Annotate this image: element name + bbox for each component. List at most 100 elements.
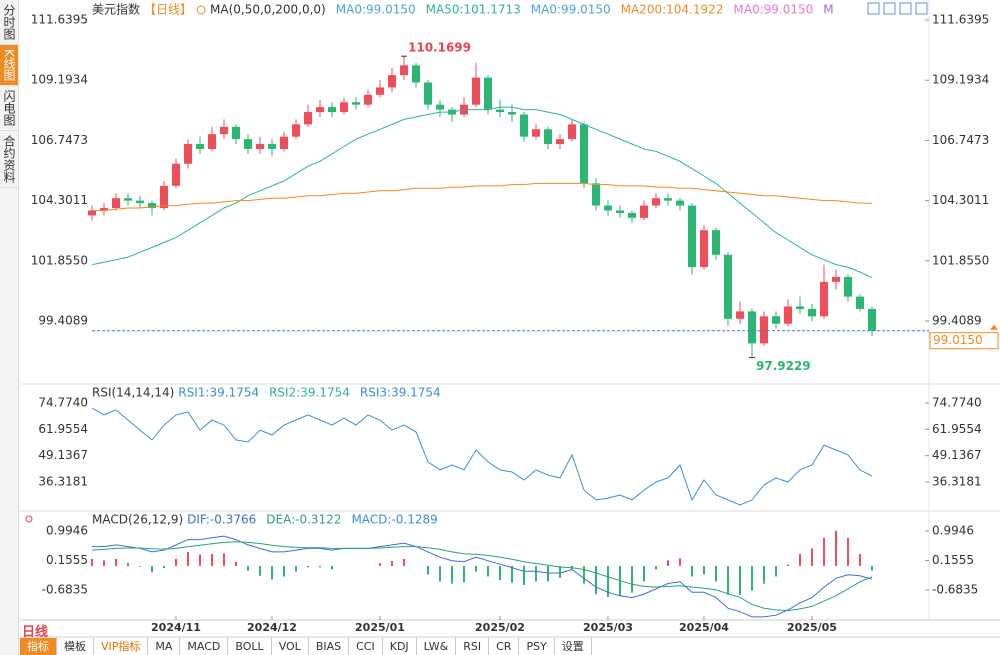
y2-tick-label: 61.9554 — [932, 422, 982, 436]
legend-entry: MA0:99.0150 — [336, 3, 416, 17]
macd-bar — [559, 565, 561, 578]
candle-body — [688, 205, 696, 268]
toolbar-button[interactable]: KDJ — [383, 638, 417, 655]
macd-bar — [127, 563, 129, 566]
y2-tick-label: 109.1934 — [932, 73, 989, 87]
toolbar-button[interactable]: 指标 — [20, 638, 57, 655]
macd-bar — [667, 560, 669, 566]
toolbar-button[interactable]: 设置 — [555, 638, 592, 655]
y-tick-label: 74.7740 — [38, 396, 88, 410]
y-tick-label: 106.7473 — [31, 133, 88, 147]
candle-body — [328, 107, 336, 113]
y-tick-label: 36.3181 — [38, 475, 88, 489]
candle-body — [400, 65, 408, 76]
y-tick-label: 0.1555 — [46, 553, 88, 567]
toolbar-button[interactable]: BIAS — [309, 638, 350, 655]
macd-bar — [703, 565, 705, 575]
indicator-line — [92, 535, 873, 618]
candle-body — [100, 208, 108, 211]
sidebar-tab[interactable]: 闪电图 — [0, 86, 18, 131]
candle-body — [472, 77, 480, 105]
legend-entry: RSI1:39.1754 — [178, 386, 259, 400]
candle-body — [124, 198, 132, 201]
toolbar-button[interactable]: 模板 — [57, 638, 94, 655]
candle-body — [136, 200, 144, 204]
macd-bar — [331, 565, 333, 570]
candle-body — [568, 124, 576, 140]
macd-bar — [199, 554, 201, 566]
toolbar-button[interactable]: CCI — [349, 638, 383, 655]
macd-bar — [91, 558, 93, 566]
macd-bar — [187, 551, 189, 566]
toolbar-button[interactable]: CR — [489, 638, 520, 655]
macd-bar — [739, 565, 741, 595]
macd-bar — [727, 565, 729, 595]
legend-title: RSI(14,14,14) — [92, 386, 174, 400]
legend-entry: MA0:99.0150 — [733, 3, 813, 17]
macd-bar — [523, 565, 525, 585]
macd-bar — [511, 565, 513, 583]
candle-body — [820, 281, 828, 317]
macd-bar — [679, 558, 681, 566]
period-tab[interactable]: 日线 — [22, 625, 49, 640]
candle-body — [208, 134, 216, 149]
legend-entry: RSI2:39.1754 — [269, 386, 350, 400]
macd-bar — [595, 565, 597, 595]
candle-body — [772, 316, 780, 324]
indicator-line — [91, 541, 873, 612]
x-tick-label: 2025/04 — [679, 621, 729, 634]
candle-body — [604, 205, 612, 211]
candle-body — [796, 306, 804, 309]
macd-bar — [847, 537, 849, 566]
candle-body — [784, 306, 792, 324]
toolbar-button[interactable]: LW& — [417, 638, 457, 655]
macd-bar — [403, 558, 405, 566]
macd-bar — [631, 565, 633, 593]
candle-body — [424, 82, 432, 105]
macd-bar — [451, 565, 453, 584]
toolbar-button[interactable]: VIP指标 — [94, 638, 149, 655]
x-tick-label: 2025/01 — [355, 621, 405, 634]
sidebar-tab[interactable]: K线图 — [0, 45, 18, 86]
macd-bar — [763, 565, 765, 584]
y2-tick-label: 74.7740 — [932, 396, 982, 410]
candle-body — [352, 102, 360, 105]
y2-tick-label: 111.6395 — [932, 13, 989, 27]
candle-body — [388, 75, 396, 88]
macd-bar — [811, 548, 813, 566]
candle-body — [316, 107, 324, 113]
toolbar-button[interactable]: MACD — [180, 638, 229, 655]
x-tick-label: 2025/05 — [787, 621, 837, 634]
candle-body — [760, 316, 768, 344]
macd-bar — [859, 554, 861, 566]
legend-title: 美元指数 — [92, 2, 140, 17]
toolbar-icons[interactable] — [867, 2, 928, 15]
legend-entry: MA200:104.1922 — [621, 3, 724, 17]
macd-bar — [715, 565, 717, 582]
y-tick-label: -0.6835 — [42, 582, 88, 596]
sidebar-tab[interactable]: 分时图 — [0, 0, 18, 45]
candle-body — [868, 308, 876, 331]
macd-bar — [823, 537, 825, 566]
candle-body — [532, 129, 540, 137]
candle-body — [88, 210, 96, 216]
macd-bar — [871, 565, 873, 571]
low-label: 97.9229 — [756, 359, 811, 373]
toolbar-button[interactable]: MA — [148, 638, 181, 655]
candle-body — [856, 296, 864, 309]
macd-bar — [535, 565, 537, 582]
toolbar-button[interactable]: BOLL — [228, 638, 272, 655]
candle-body — [676, 200, 684, 206]
y2-tick-label: 0.1555 — [932, 553, 974, 567]
candle-body — [412, 65, 420, 83]
toolbar-button[interactable]: PSY — [519, 638, 555, 655]
macd-bar — [463, 565, 465, 583]
toolbar-button[interactable]: RSI — [456, 638, 490, 655]
candle-body — [232, 126, 240, 140]
y2-tick-label: 0.9946 — [932, 523, 974, 537]
toolbar-button[interactable]: VOL — [272, 638, 309, 655]
y2-tick-label: 106.7473 — [932, 133, 989, 147]
macd-bar — [319, 565, 321, 568]
sidebar-tab[interactable]: 合约资料 — [0, 131, 18, 188]
